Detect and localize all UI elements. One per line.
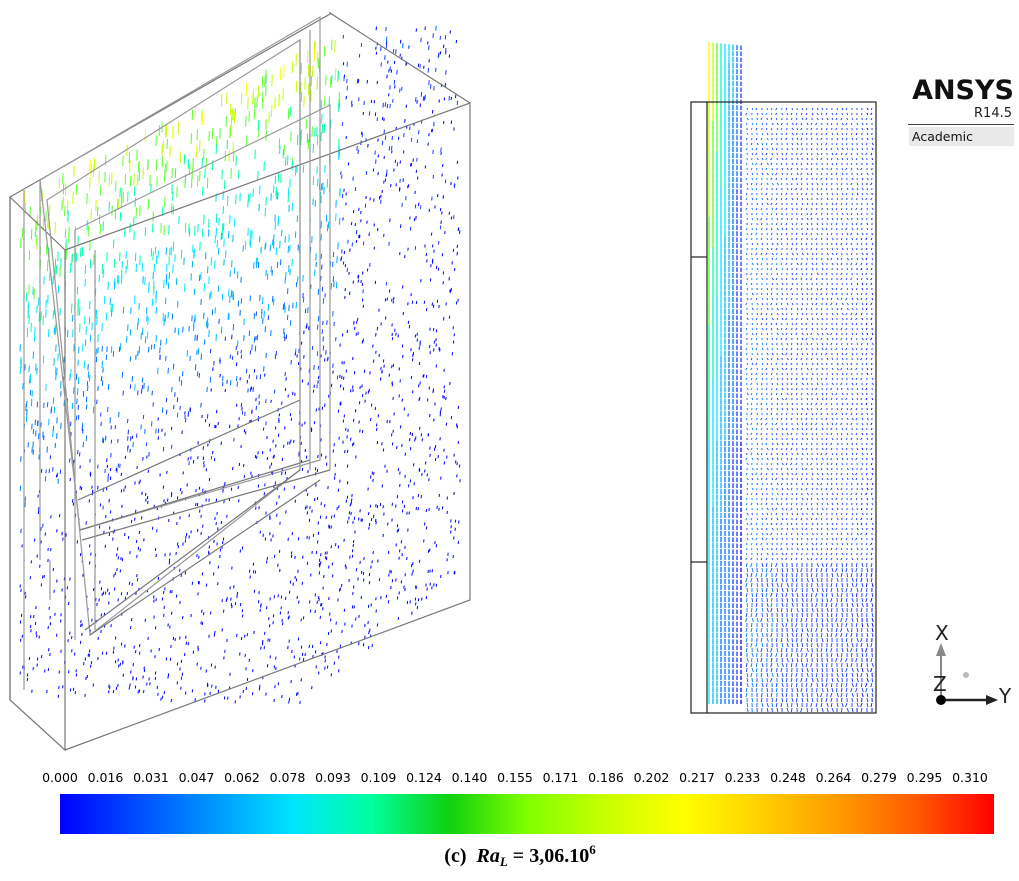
brand-divider <box>908 124 1014 125</box>
colorbar-tick: 0.093 <box>315 770 351 785</box>
colorbar-tick: 0.279 <box>861 770 897 785</box>
colorbar-tick: 0.016 <box>87 770 124 785</box>
colorbar-tick: 0.310 <box>952 770 988 785</box>
axis-x-label: X <box>935 621 949 645</box>
caption-symbol: Ra <box>476 845 500 867</box>
colorbar-tick: 0.000 <box>42 770 78 785</box>
colorbar-tick: 0.047 <box>178 770 215 785</box>
colorbar-tick: 0.217 <box>679 770 715 785</box>
brand-edition: Academic <box>909 127 1014 146</box>
brand-version: R14.5 <box>974 106 1012 121</box>
axis-triad: X Y Z <box>933 621 1012 708</box>
colorbar-tick: 0.155 <box>497 770 533 785</box>
brand-name: ANSYS <box>912 75 1014 106</box>
colorbar-tick-labels: 0.000 0.016 0.031 0.047 0.062 0.078 0.093 0.109… <box>42 770 998 788</box>
slice-2d-view <box>690 42 877 714</box>
axis-y-label: Y <box>998 684 1012 708</box>
colorbar-tick: 0.031 <box>133 770 169 785</box>
axis-z-label: Z <box>933 672 947 696</box>
colorbar-tick: 0.202 <box>633 770 670 785</box>
caption-equals: = 3,06.10 <box>512 845 590 867</box>
colorbar <box>60 794 994 834</box>
caption-exponent: 6 <box>589 842 596 857</box>
colorbar-tick: 0.124 <box>406 770 442 785</box>
slice-border <box>690 101 877 714</box>
velocity-vectors-2d <box>708 42 874 713</box>
colorbar-tick: 0.248 <box>770 770 806 785</box>
colorbar-tick: 0.264 <box>815 770 852 785</box>
velocity-vectors-3d <box>19 25 461 705</box>
enclosure-wireframe <box>9 12 471 752</box>
figure-caption: (c) RaL = 3,06.106 <box>400 842 640 870</box>
colorbar-tick: 0.233 <box>724 770 761 785</box>
colorbar-tick: 0.295 <box>906 770 943 785</box>
caption-prefix: (c) <box>444 845 467 867</box>
colorbar-tick: 0.186 <box>588 770 624 785</box>
colorbar-tick: 0.078 <box>269 770 306 785</box>
colorbar-tick: 0.171 <box>542 770 579 785</box>
colorbar-tick: 0.140 <box>451 770 488 785</box>
caption-subscript: L <box>499 854 508 869</box>
enclosure-3d-view <box>9 12 471 752</box>
colorbar-tick: 0.062 <box>224 770 260 785</box>
colorbar-tick: 0.109 <box>360 770 397 785</box>
